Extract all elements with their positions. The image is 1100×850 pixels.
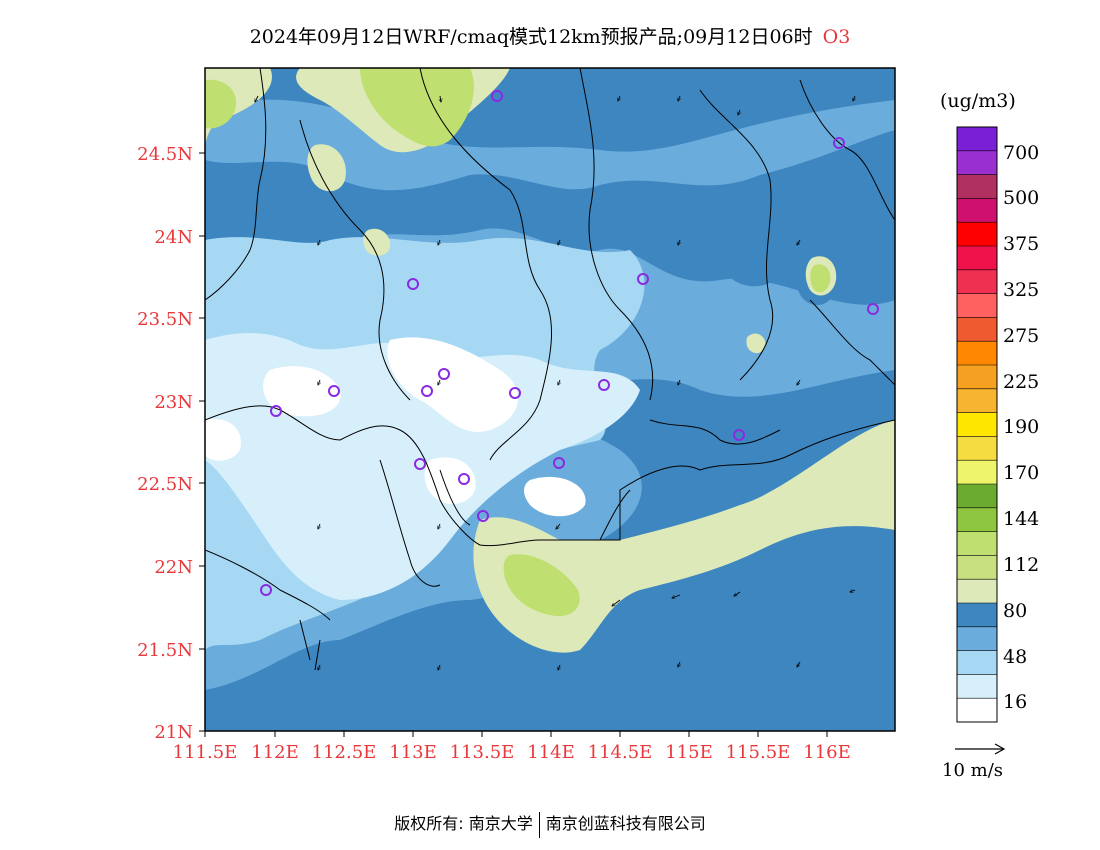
reference-vector-label: 10 m/s — [942, 760, 1003, 781]
lon-tick: 111.5E — [173, 742, 238, 763]
map-frame — [204, 67, 896, 732]
colorbar-swatch — [957, 507, 997, 532]
lat-tick: 24N — [154, 227, 193, 248]
lon-tick: 114E — [527, 742, 575, 763]
colorbar-label: 325 — [1003, 279, 1039, 301]
colorbar-label: 112 — [1003, 554, 1039, 576]
colorbar-swatch — [957, 436, 997, 461]
colorbar-label: 80 — [1003, 600, 1027, 622]
colorbar-swatch — [957, 388, 997, 413]
lon-tick: 116E — [803, 742, 851, 763]
footer-separator — [538, 811, 540, 838]
lat-tick: 22N — [154, 557, 193, 578]
colorbar — [956, 126, 998, 723]
colorbar-swatch — [957, 531, 997, 556]
colorbar-label: 275 — [1003, 325, 1039, 347]
colorbar-swatch — [957, 246, 997, 271]
colorbar-swatch — [957, 174, 997, 199]
colorbar-swatch — [957, 293, 997, 318]
copyright-footer: 版权所有: 南京大学 南京创蓝科技有限公司 — [0, 810, 1100, 838]
lon-tick: 112E — [251, 742, 299, 763]
colorbar-label: 144 — [1003, 508, 1039, 530]
lon-tick: 113E — [389, 742, 437, 763]
colorbar-frame — [956, 126, 998, 723]
lon-tick: 114.5E — [588, 742, 653, 763]
colorbar-label: 190 — [1003, 416, 1039, 438]
lat-tick: 23.5N — [137, 309, 193, 330]
copyright-partner: 南京创蓝科技有限公司 — [545, 814, 706, 833]
colorbar-swatch — [957, 698, 997, 723]
concentration-field — [205, 68, 895, 731]
colorbar-unit: (ug/m3) — [940, 90, 1016, 112]
colorbar-swatch — [957, 412, 997, 437]
station-markers — [260, 90, 879, 596]
lon-tick: 115.5E — [726, 742, 791, 763]
colorbar-swatch — [957, 150, 997, 175]
colorbar-swatch — [957, 650, 997, 675]
colorbar-label: 170 — [1003, 462, 1039, 484]
colorbar-swatch — [957, 626, 997, 651]
colorbar-label: 700 — [1003, 142, 1039, 164]
copyright-owner: 版权所有: 南京大学 — [394, 814, 533, 833]
pollutant-label: O3 — [822, 26, 851, 48]
lon-tick: 112.5E — [312, 742, 377, 763]
colorbar-label: 500 — [1003, 187, 1039, 209]
colorbar-swatch — [957, 222, 997, 247]
title-text: 2024年09月12日WRF/cmaq模式12km预报产品;09月12日06时 — [249, 26, 813, 48]
lat-tick: 21.5N — [137, 640, 193, 661]
lat-tick: 23N — [154, 392, 193, 413]
colorbar-swatch — [957, 484, 997, 509]
lat-tick: 21N — [154, 722, 193, 743]
colorbar-swatch — [957, 460, 997, 485]
colorbar-swatch — [957, 365, 997, 390]
colorbar-swatch — [957, 317, 997, 342]
colorbar-swatch — [957, 269, 997, 294]
colorbar-swatch — [957, 127, 997, 152]
map-title: 2024年09月12日WRF/cmaq模式12km预报产品;09月12日06时 O… — [0, 22, 1100, 49]
colorbar-label: 375 — [1003, 233, 1039, 255]
colorbar-swatch — [957, 341, 997, 366]
wind-vectors — [255, 95, 855, 670]
lon-tick: 113.5E — [450, 742, 515, 763]
colorbar-swatch — [957, 674, 997, 699]
reference-vector-head — [994, 743, 1006, 755]
colorbar-labels: 700 500 375 325 275 225 190 170 144 112 … — [1003, 142, 1039, 713]
lat-tick: 24.5N — [137, 144, 193, 165]
colorbar-swatch — [957, 198, 997, 223]
lat-tick: 22.5N — [137, 474, 193, 495]
colorbar-swatch — [957, 579, 997, 604]
lon-tick: 115E — [665, 742, 713, 763]
colorbar-label: 16 — [1003, 691, 1027, 713]
colorbar-swatch — [957, 555, 997, 580]
colorbar-label: 225 — [1003, 371, 1039, 393]
colorbar-label: 48 — [1003, 646, 1027, 668]
colorbar-swatch — [957, 603, 997, 628]
